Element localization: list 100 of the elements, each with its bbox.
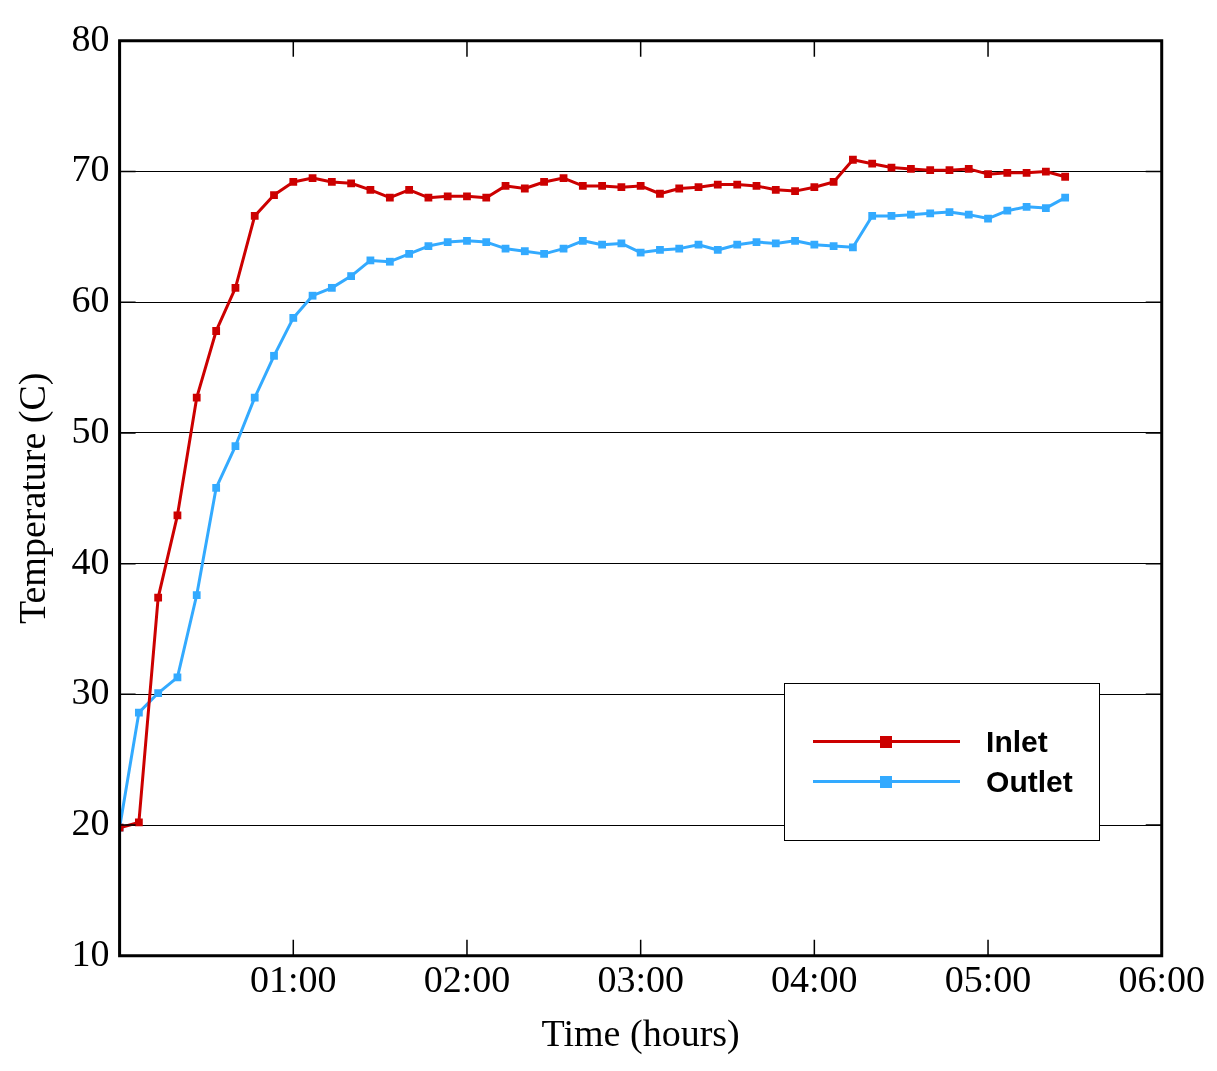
point: [926, 166, 935, 175]
point: [501, 244, 510, 253]
point: [289, 178, 298, 186]
point: [308, 174, 317, 182]
y-tick-label: 30: [71, 670, 110, 713]
point: [424, 193, 433, 202]
point: [1061, 172, 1070, 181]
point: [1061, 193, 1070, 202]
point: [849, 155, 857, 164]
point: [192, 591, 201, 599]
point: [907, 165, 915, 173]
point: [945, 166, 954, 175]
point: [868, 212, 877, 220]
point: [868, 159, 877, 168]
point: [327, 283, 336, 292]
point: [405, 249, 414, 258]
point: [907, 210, 915, 219]
point: [675, 244, 684, 253]
point: [443, 238, 452, 246]
point: [598, 182, 606, 190]
point: [520, 184, 529, 193]
point: [1003, 206, 1012, 215]
point: [134, 708, 143, 717]
point: [733, 180, 742, 189]
point: [945, 208, 954, 216]
point: [578, 236, 587, 245]
y-tick-label: 60: [71, 278, 110, 321]
point: [656, 189, 664, 198]
point: [347, 179, 356, 188]
point: [463, 192, 471, 201]
point: [231, 442, 240, 450]
point: [212, 483, 221, 492]
y-tick-label: 80: [71, 16, 110, 59]
point: [559, 244, 568, 253]
point: [405, 185, 414, 194]
y-tick-label: 10: [71, 931, 110, 974]
point: [366, 185, 375, 194]
y-tick-label: 40: [71, 539, 110, 582]
point: [791, 236, 799, 245]
point: [482, 193, 491, 202]
x-tick-label: 05:00: [944, 957, 1032, 1000]
point: [752, 182, 761, 190]
point: [154, 593, 163, 602]
point: [598, 240, 606, 249]
point: [1041, 204, 1050, 212]
point: [173, 511, 182, 520]
point: [250, 212, 259, 220]
point: [984, 214, 992, 223]
point: [154, 689, 163, 697]
point: [559, 174, 568, 182]
point: [270, 191, 278, 199]
legend-label: Outlet: [986, 764, 1073, 799]
point: [636, 182, 645, 190]
point: [212, 327, 221, 335]
point: [385, 257, 394, 266]
point: [501, 182, 510, 190]
point: [810, 240, 819, 249]
x-tick-label: 01:00: [250, 957, 337, 1000]
point: [540, 249, 548, 258]
point: [636, 248, 645, 257]
legend-label: Inlet: [986, 724, 1048, 759]
point: [810, 183, 819, 192]
point: [694, 240, 703, 249]
x-tick-label: 04:00: [771, 957, 858, 1000]
point: [964, 165, 973, 173]
point: [327, 178, 336, 186]
point: [829, 242, 838, 250]
point: [463, 236, 471, 245]
point: [829, 178, 838, 186]
point: [192, 393, 201, 402]
point: [617, 183, 626, 192]
point: [308, 291, 317, 300]
point: [984, 170, 992, 179]
point: [733, 240, 742, 249]
point: [752, 238, 761, 246]
point: [578, 182, 587, 190]
point: [849, 243, 857, 252]
y-tick-label: 70: [71, 147, 110, 190]
point: [926, 209, 935, 218]
point: [1022, 168, 1031, 177]
point: [694, 183, 703, 192]
point: [270, 351, 278, 360]
x-tick-label: 03:00: [597, 957, 684, 1000]
point: [250, 393, 259, 402]
point: [771, 185, 780, 194]
x-axis-title: Time (hours): [541, 1012, 740, 1056]
point: [1022, 202, 1031, 211]
point: [713, 246, 722, 254]
point: [231, 283, 240, 292]
point: [771, 239, 780, 248]
point: [675, 184, 684, 193]
point: [443, 192, 452, 201]
point: [289, 314, 298, 322]
point: [173, 673, 182, 682]
y-tick-label: 50: [71, 408, 110, 451]
point: [424, 242, 433, 250]
x-tick-label: 02:00: [423, 957, 511, 1000]
point: [1041, 167, 1050, 176]
point: [347, 272, 356, 280]
y-axis-title: Temperature (C): [10, 372, 54, 625]
